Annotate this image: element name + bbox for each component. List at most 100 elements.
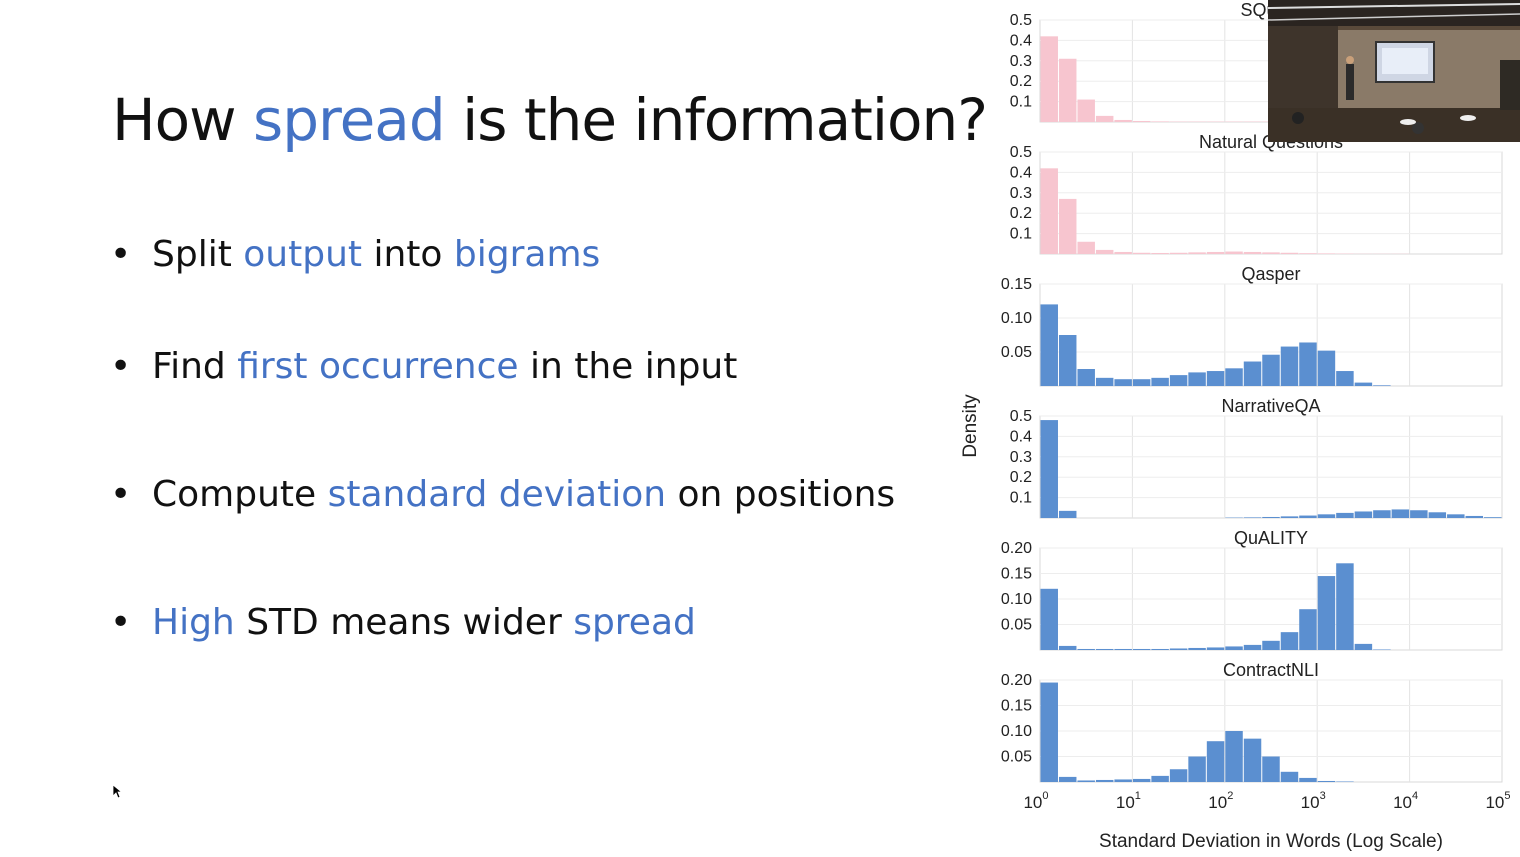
title-part: How <box>112 86 253 154</box>
histogram-bar <box>1299 253 1317 254</box>
bullet-item: • Compute standard deviation on positions <box>110 474 895 515</box>
y-tick-label: 0.10 <box>1001 310 1032 327</box>
histogram-bar <box>1317 514 1336 518</box>
histogram-bar <box>1262 640 1280 650</box>
bullet-dot: • <box>110 602 132 643</box>
histogram-bar <box>1317 780 1336 782</box>
histogram-bar <box>1280 252 1299 254</box>
title-part: is the information? <box>444 86 988 154</box>
histogram-bar <box>1114 379 1132 386</box>
histogram-bar <box>1058 335 1077 386</box>
title-highlight: spread <box>252 86 446 154</box>
histogram-bar <box>1095 648 1114 650</box>
bullet-text: Compute <box>152 474 328 515</box>
y-tick-label: 0.1 <box>1010 226 1032 243</box>
histogram-bar <box>1077 369 1095 386</box>
histogram-bar <box>1447 514 1465 518</box>
bullet-dot: • <box>110 474 132 515</box>
histogram-bar <box>1114 119 1132 122</box>
histogram-bar <box>1299 515 1317 518</box>
y-tick-label: 0.05 <box>1001 749 1032 766</box>
histogram-bar <box>1391 509 1410 518</box>
histogram-bar <box>1373 385 1391 386</box>
y-tick-label: 0.1 <box>1010 94 1032 111</box>
histogram-panel: 0.05 0.10 0.15 Qasper <box>1001 264 1503 387</box>
histogram-bar <box>1262 516 1280 518</box>
y-tick-label: 0.4 <box>1010 428 1032 445</box>
histogram-bar <box>1188 647 1206 650</box>
histogram-bar <box>1206 251 1225 254</box>
histogram-bar <box>1040 36 1058 122</box>
y-tick-label: 0.2 <box>1010 73 1032 90</box>
bullet-text: Find <box>152 346 238 387</box>
histogram-bar <box>1132 120 1151 122</box>
y-tick-label: 0.3 <box>1010 449 1032 466</box>
histogram-bar <box>1280 771 1299 782</box>
bullet-dot: • <box>110 234 132 275</box>
histogram-bar <box>1243 517 1262 518</box>
histogram-bar <box>1095 249 1114 254</box>
y-tick-label: 0.20 <box>1001 672 1032 689</box>
y-tick-label: 0.5 <box>1010 12 1032 29</box>
bullet-highlight: spread <box>573 602 696 643</box>
histogram-bar <box>1317 350 1336 386</box>
histogram-bar <box>1206 647 1225 650</box>
histogram-bar <box>1225 368 1243 386</box>
histogram-panel: 0.1 0.2 0.3 0.4 0.5 NarrativeQA <box>1010 396 1503 519</box>
bullet-text: into <box>362 234 454 275</box>
panel-frame <box>1039 415 1503 519</box>
y-tick-label: 0.2 <box>1010 469 1032 486</box>
histogram-bar <box>1058 510 1077 518</box>
histogram-bar <box>1188 372 1206 386</box>
histogram-bar <box>1373 649 1391 650</box>
histogram-bar <box>1169 252 1188 254</box>
bullet-highlight: standard deviation <box>327 474 667 515</box>
histogram-bar <box>1336 781 1354 782</box>
y-tick-label: 0.20 <box>1001 540 1032 557</box>
histogram-bar <box>1262 252 1280 254</box>
y-tick-label: 0.1 <box>1010 490 1032 507</box>
histogram-bar <box>1280 516 1299 518</box>
histogram-bar <box>1040 420 1058 518</box>
bullet-text: on positions <box>666 474 896 515</box>
histogram-bar <box>1040 304 1058 386</box>
histogram-bar <box>1151 252 1169 254</box>
x-tick-label: 103 <box>1301 790 1326 812</box>
y-tick-label: 0.05 <box>1001 344 1032 361</box>
y-tick-label: 0.10 <box>1001 591 1032 608</box>
histogram-bar <box>1225 251 1243 254</box>
histogram-bar <box>1169 648 1188 650</box>
histogram-bar <box>1040 682 1058 782</box>
panel-title: NarrativeQA <box>1221 396 1320 416</box>
y-tick-label: 0.15 <box>1001 698 1032 715</box>
x-tick-label: 100 <box>1023 790 1048 812</box>
y-tick-label: 0.2 <box>1010 205 1032 222</box>
y-tick-label: 0.5 <box>1010 144 1032 161</box>
histogram-bar <box>1243 251 1262 254</box>
x-tick-label: 104 <box>1393 790 1418 812</box>
histogram-bar <box>1132 379 1151 386</box>
histogram-bar <box>1354 643 1373 650</box>
histogram-bar <box>1095 377 1114 386</box>
histogram-panel: 0.05 0.10 0.15 0.20 ContractNLI <box>1001 660 1503 783</box>
histogram-bar <box>1299 777 1317 782</box>
histogram-bar <box>1243 361 1262 386</box>
bullet-item: • Split output into bigrams <box>110 234 600 275</box>
histogram-bar <box>1262 354 1280 386</box>
histogram-bar <box>1428 512 1447 518</box>
x-axis-label: Standard Deviation in Words (Log Scale) <box>1099 831 1443 852</box>
bullet-highlight: first occurrence <box>237 346 519 387</box>
bullet-highlight: output <box>243 234 363 275</box>
bullet-item: • Find first occurrence in the input <box>110 346 737 387</box>
bullet-highlight: bigrams <box>453 234 601 275</box>
y-tick-label: 0.05 <box>1001 617 1032 634</box>
histogram-bar <box>1317 253 1336 254</box>
histogram-chart: 0.10.20.30.40.5SQuAD0.10.20.30.40.5Natur… <box>960 0 1511 852</box>
histogram-bar <box>1206 741 1225 782</box>
histogram-bar <box>1188 252 1206 254</box>
histogram-bar <box>1243 644 1262 650</box>
histogram-bar <box>1040 168 1058 254</box>
histogram-bar <box>1169 769 1188 782</box>
histogram-bar <box>1077 241 1095 254</box>
